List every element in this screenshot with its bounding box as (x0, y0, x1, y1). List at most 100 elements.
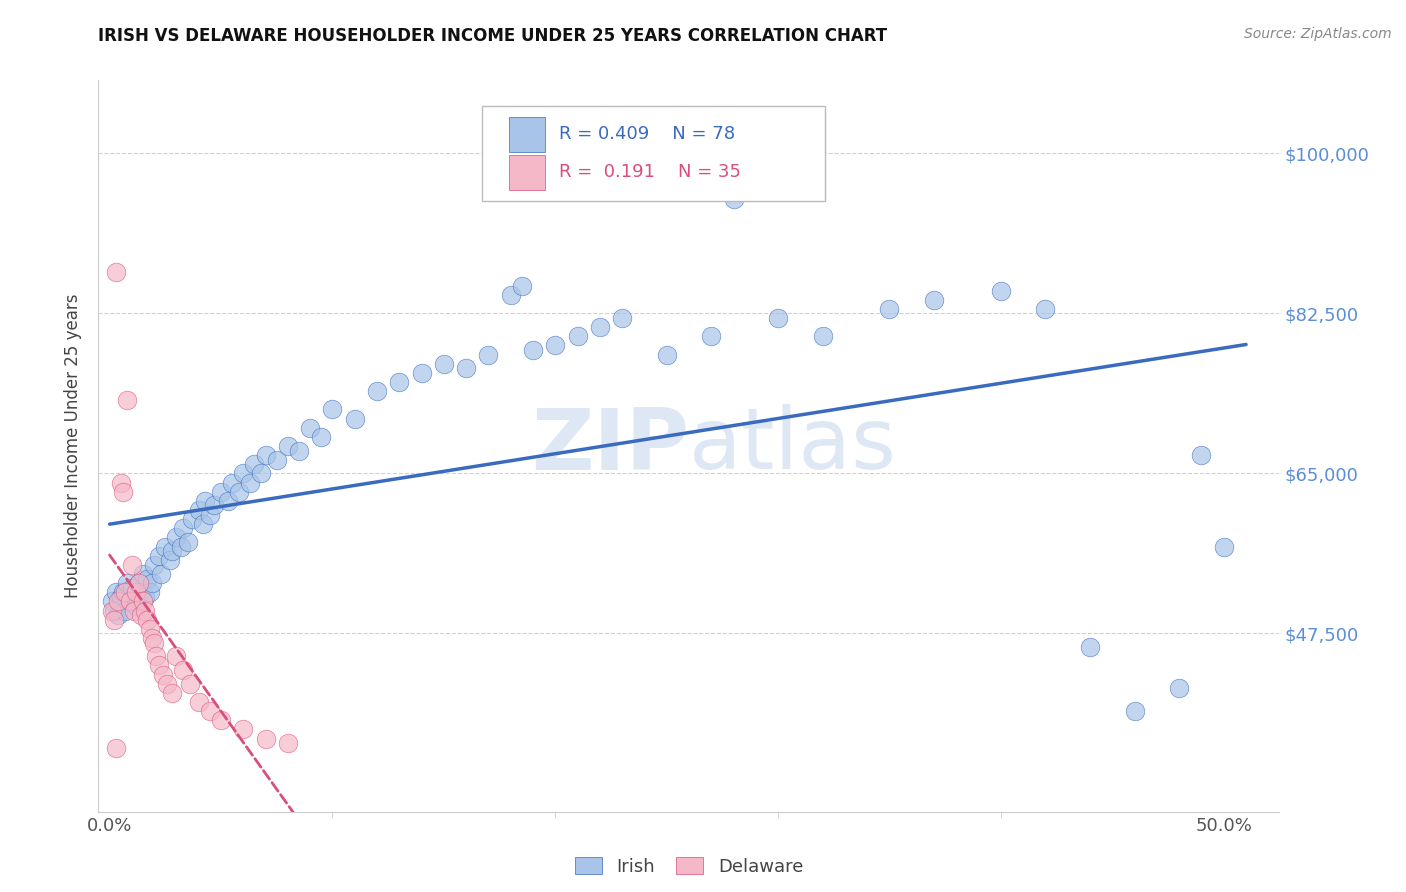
Point (288, 443, 311, 458)
Point (277, 439, 299, 453)
Point (117, 576, 139, 591)
Point (1168, 681, 1191, 696)
Point (172, 521, 194, 535)
Point (228, 484, 250, 499)
Point (922, 293, 945, 307)
Text: Source: ZipAtlas.com: Source: ZipAtlas.com (1244, 27, 1392, 41)
Point (1123, 704, 1146, 718)
Point (111, 484, 134, 499)
Point (179, 676, 201, 690)
Point (125, 599, 148, 613)
Point (134, 604, 156, 618)
Point (700, 329, 723, 343)
Point (110, 590, 132, 604)
Point (125, 585, 148, 599)
Text: IRISH VS DELAWARE HOUSEHOLDER INCOME UNDER 25 YEARS CORRELATION CHART: IRISH VS DELAWARE HOUSEHOLDER INCOME UND… (98, 27, 887, 45)
Point (114, 604, 136, 618)
Point (191, 516, 214, 531)
Point (321, 402, 343, 417)
Point (156, 676, 179, 690)
Point (655, 348, 678, 362)
Point (299, 421, 322, 435)
Point (107, 594, 129, 608)
Point (138, 622, 160, 636)
Point (160, 686, 183, 700)
Point (723, 192, 745, 206)
Point (110, 475, 132, 490)
Point (143, 635, 166, 649)
Point (141, 631, 163, 645)
Point (232, 467, 254, 481)
Point (187, 503, 209, 517)
Point (129, 585, 152, 599)
Point (266, 452, 288, 467)
Point (232, 723, 254, 737)
Point (143, 558, 166, 572)
Point (239, 475, 262, 490)
Point (610, 311, 633, 326)
Point (152, 667, 174, 681)
Point (128, 576, 150, 591)
Point (766, 311, 789, 326)
Point (132, 594, 155, 608)
Point (136, 613, 159, 627)
Point (129, 608, 152, 623)
Point (165, 649, 187, 664)
Point (499, 288, 522, 302)
Point (172, 663, 194, 677)
Point (811, 329, 834, 343)
Point (277, 736, 299, 750)
Point (138, 585, 160, 599)
Point (105, 265, 128, 279)
Point (103, 613, 125, 627)
Point (194, 494, 217, 508)
Point (254, 448, 277, 462)
Point (148, 549, 170, 563)
Point (117, 393, 139, 408)
Point (477, 348, 499, 362)
Point (141, 576, 163, 591)
Point (181, 512, 204, 526)
Point (160, 544, 183, 558)
Point (411, 366, 433, 380)
Point (198, 508, 221, 522)
Point (105, 585, 128, 599)
Point (879, 301, 901, 316)
Point (1191, 448, 1213, 462)
Point (202, 499, 225, 513)
Point (122, 594, 145, 608)
Bar (509, 155, 546, 190)
Point (155, 540, 177, 554)
Point (111, 585, 134, 599)
Point (990, 284, 1012, 298)
Point (217, 494, 239, 508)
Point (105, 740, 128, 755)
Point (567, 329, 589, 343)
Point (1078, 640, 1101, 655)
Point (118, 594, 141, 608)
Point (198, 704, 221, 718)
Point (128, 576, 150, 591)
Point (118, 594, 141, 608)
Point (103, 604, 125, 618)
Point (456, 361, 478, 376)
Point (159, 553, 181, 567)
Point (165, 530, 187, 544)
Point (149, 567, 172, 582)
Point (1212, 540, 1234, 554)
Point (132, 567, 155, 582)
Point (589, 320, 612, 334)
Point (522, 343, 544, 357)
Point (433, 357, 456, 371)
Point (121, 558, 143, 572)
Point (176, 535, 198, 549)
Point (1035, 301, 1057, 316)
Point (170, 540, 193, 554)
Point (309, 430, 332, 444)
Point (134, 590, 156, 604)
Point (221, 475, 243, 490)
Point (209, 484, 232, 499)
Point (145, 649, 167, 664)
Point (388, 375, 411, 389)
Point (254, 731, 277, 746)
